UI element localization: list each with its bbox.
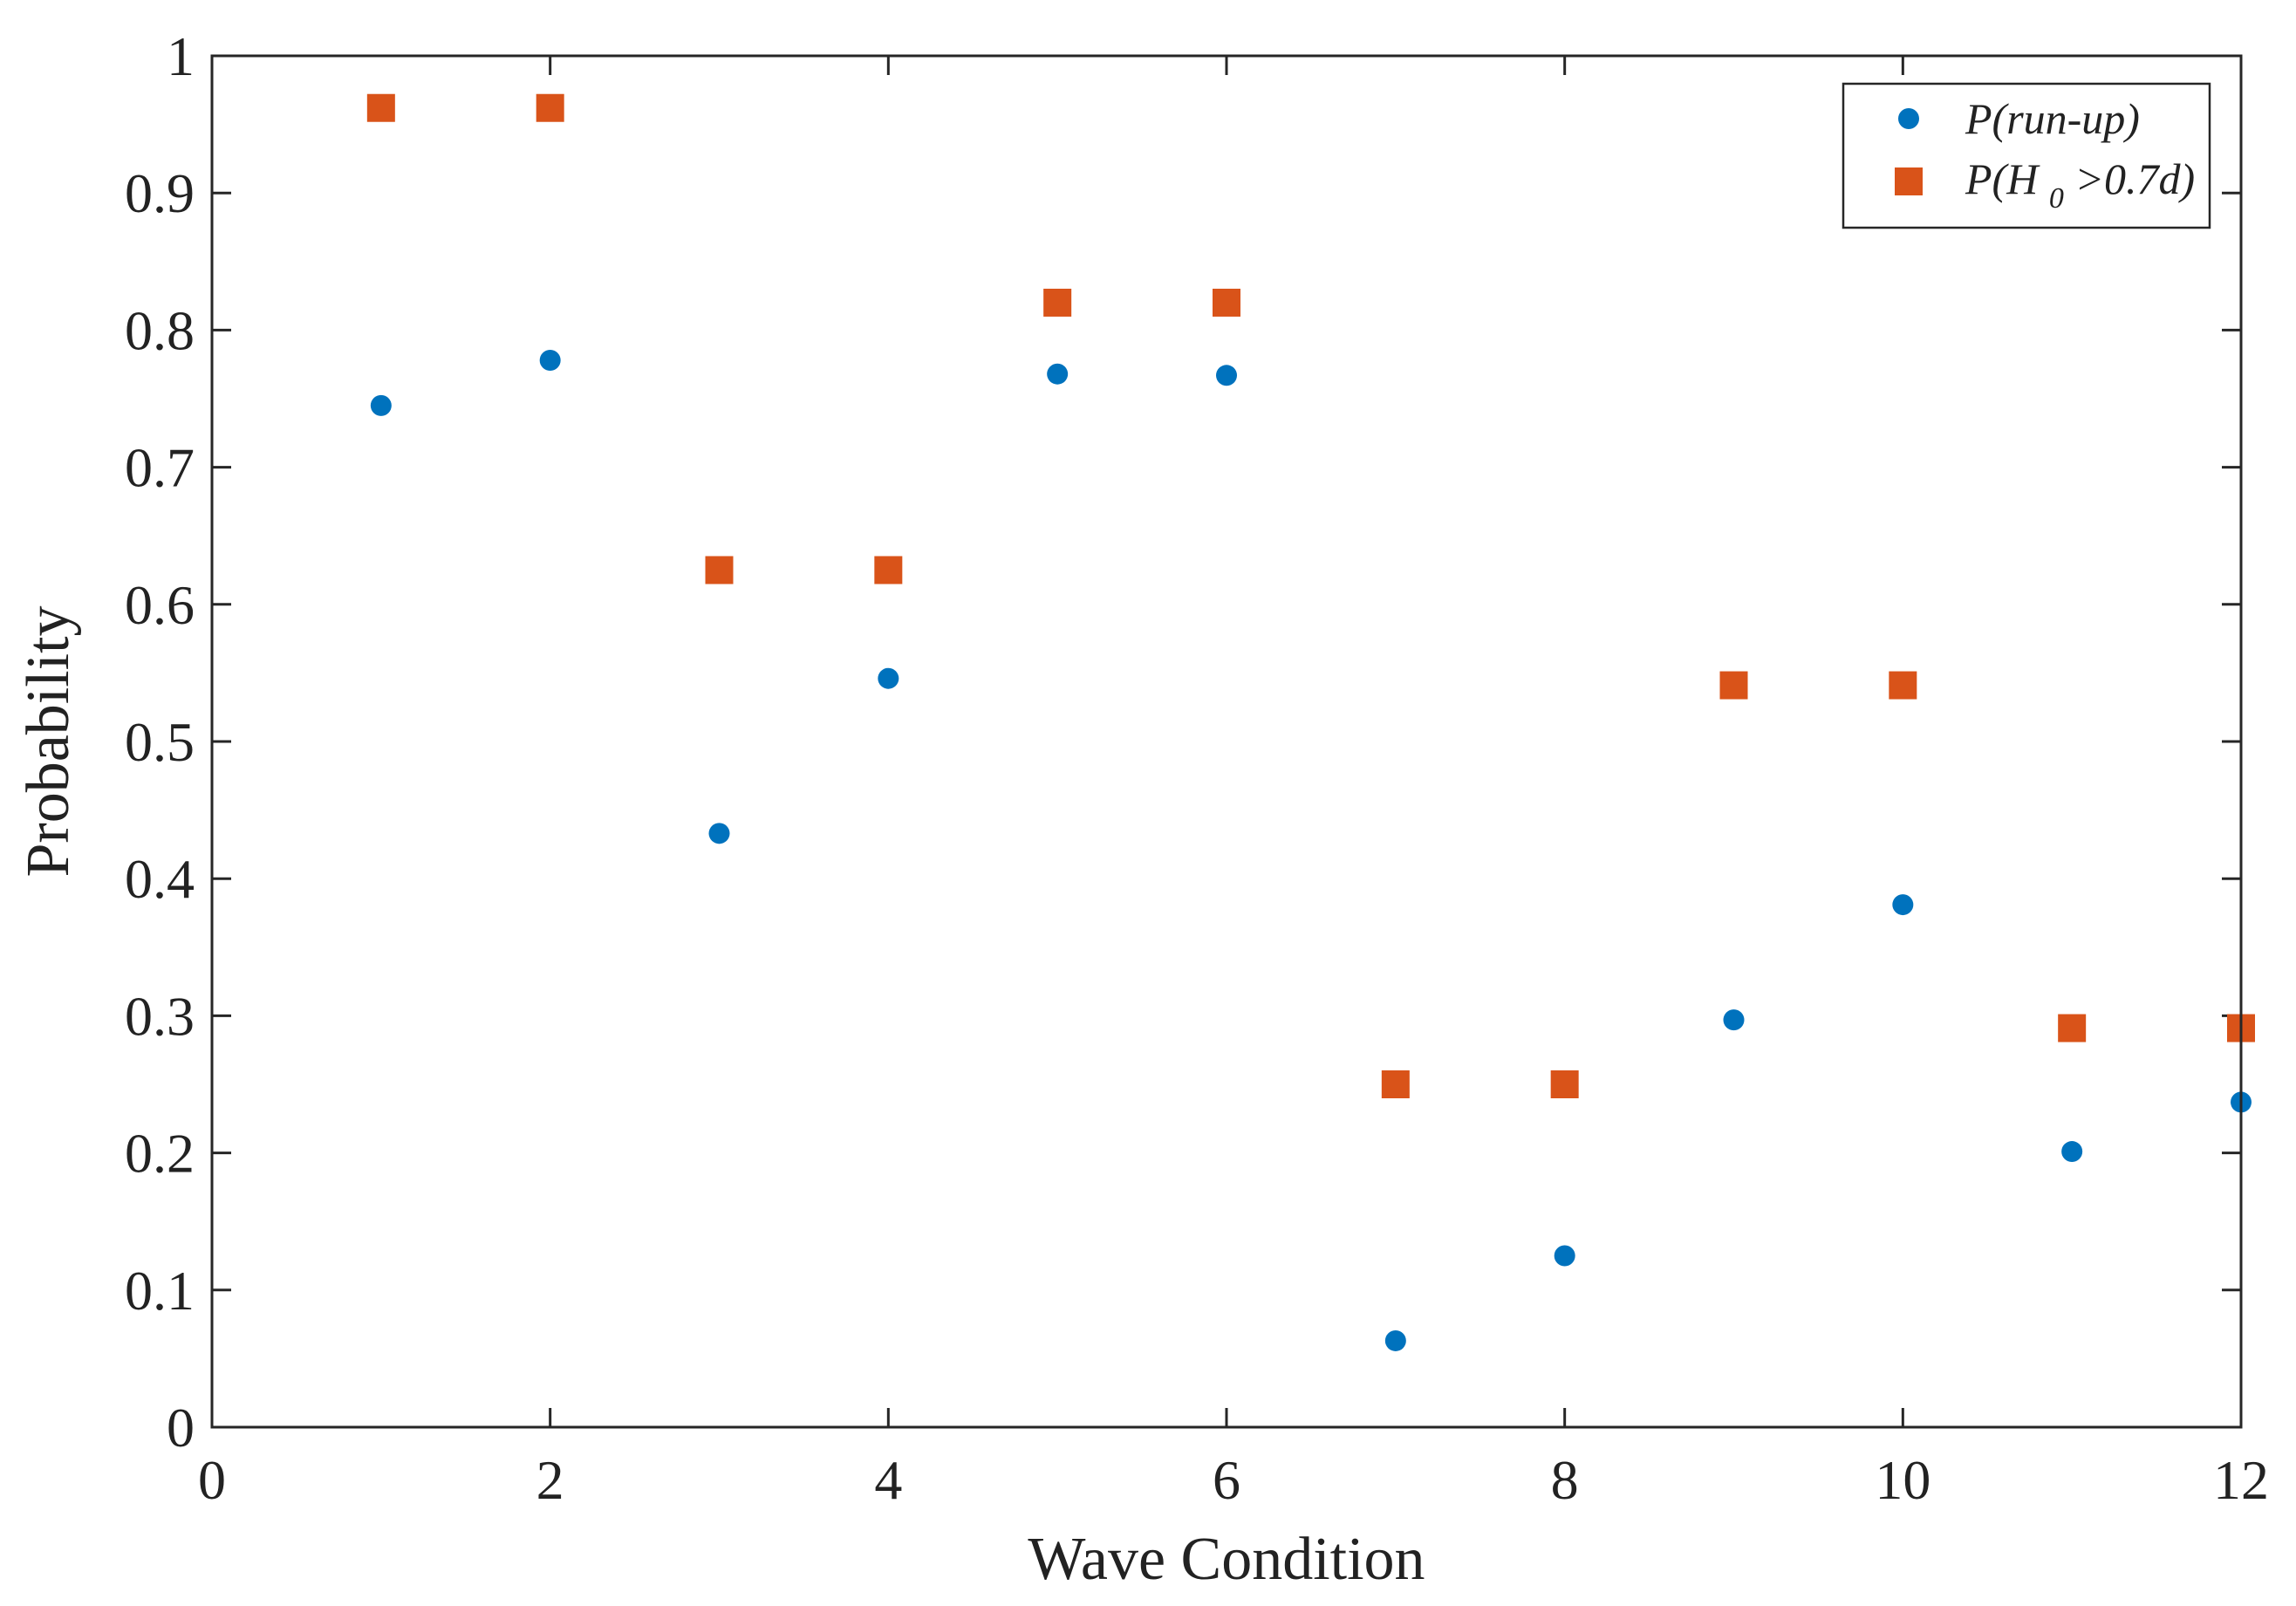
legend-marker-run-up [1898, 108, 1919, 129]
legend-marker-h0-exceedance [1895, 167, 1923, 195]
y-tick-label: 0.6 [125, 574, 195, 636]
legend-label-run-up-text: P(run-up) [1965, 94, 2140, 143]
point-h0-exceedance-10 [1889, 671, 1917, 700]
y-axis-label: Probability [15, 605, 82, 877]
point-run-up-4 [878, 667, 899, 689]
y-tick-label: 0.2 [125, 1123, 195, 1185]
point-run-up-9 [1723, 1009, 1745, 1031]
point-h0-exceedance-7 [1381, 1070, 1410, 1098]
point-h0-exceedance-6 [1213, 288, 1240, 317]
point-h0-exceedance-5 [1043, 288, 1072, 317]
x-tick-label: 10 [1875, 1449, 1930, 1511]
point-run-up-3 [708, 823, 730, 844]
point-h0-exceedance-1 [366, 93, 395, 122]
axis-tick-labels: 0 2 4 6 8 10 12 0 0.1 0.2 0.3 0.4 0.5 0.6 0.7 0.8 0.9 1 [125, 25, 2269, 1511]
point-h0-exceedance-2 [536, 93, 564, 122]
point-run-up-8 [1554, 1245, 1575, 1267]
y-tick-label: 0.5 [125, 711, 195, 773]
legend-label-run-up: P(run-up) [1965, 94, 2140, 143]
y-tick-label: 0.8 [125, 299, 195, 361]
y-tick-label: 1 [167, 25, 195, 87]
x-tick-label: 6 [1213, 1449, 1240, 1511]
point-run-up-7 [1384, 1329, 1406, 1351]
point-run-up-6 [1216, 365, 1237, 386]
point-h0-exceedance-11 [2058, 1014, 2087, 1042]
data-points [366, 93, 2255, 1351]
point-run-up-11 [2061, 1141, 2083, 1163]
legend-label-h0-suffix: >0.7d) [2074, 154, 2195, 203]
legend-label-h0-subscript: 0 [2049, 182, 2064, 215]
legend: P(run-up) P(H 0 >0.7d) [1842, 82, 2211, 229]
x-tick-label: 8 [1551, 1449, 1579, 1511]
legend-label-h0-exceedance: P(H 0 >0.7d) [1965, 154, 2195, 217]
legend-box [1842, 82, 2211, 229]
point-h0-exceedance-4 [874, 556, 903, 584]
point-run-up-5 [1047, 363, 1069, 385]
point-h0-exceedance-8 [1550, 1070, 1579, 1098]
x-axis-label: Wave Condition [1028, 1526, 1425, 1593]
x-tick-label: 12 [2213, 1449, 2269, 1511]
y-tick-label: 0.9 [125, 162, 195, 224]
x-tick-label: 4 [874, 1449, 902, 1511]
point-h0-exceedance-3 [705, 556, 734, 584]
x-tick-label: 0 [198, 1449, 226, 1511]
legend-label-h0-prefix: P(H [1965, 154, 2040, 203]
point-h0-exceedance-9 [1719, 671, 1748, 700]
y-tick-label: 0.3 [125, 985, 195, 1047]
point-run-up-10 [1892, 894, 1914, 916]
y-tick-label: 0.1 [125, 1260, 195, 1322]
x-tick-label: 2 [536, 1449, 564, 1511]
plot-area-frame [210, 54, 2243, 1429]
point-run-up-2 [539, 349, 561, 371]
y-tick-label: 0.7 [125, 437, 195, 499]
point-run-up-1 [370, 394, 392, 416]
y-tick-label: 0.4 [125, 848, 195, 910]
y-tick-label: 0 [167, 1397, 195, 1459]
